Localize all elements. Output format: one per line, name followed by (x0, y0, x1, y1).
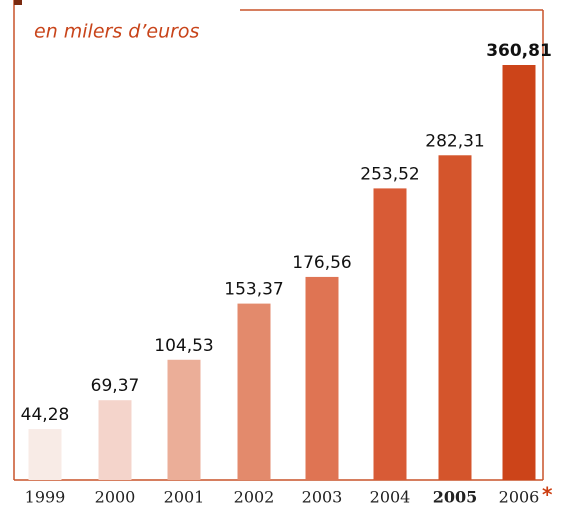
x-tick-label: 1999 (25, 488, 66, 507)
frame-corner (14, 0, 22, 5)
bar (502, 65, 536, 480)
value-label: 282,31 (425, 131, 484, 151)
x-tick-label: 2003 (302, 488, 343, 507)
x-tick-label: 2002 (234, 488, 275, 507)
value-label: 253,52 (360, 164, 419, 184)
value-label: 69,37 (91, 376, 140, 396)
bar (28, 429, 62, 480)
x-tick-label: 2006 (499, 488, 540, 507)
bar (98, 400, 132, 480)
bar (237, 303, 271, 480)
x-tick-label: 2000 (95, 488, 136, 507)
value-label: 44,28 (21, 405, 70, 425)
bar (373, 188, 407, 480)
footnote-marker: * (542, 483, 553, 507)
value-label: 104,53 (154, 336, 213, 356)
x-tick-label: 2005 (433, 488, 478, 507)
value-label: 153,37 (224, 280, 283, 300)
bar (438, 155, 472, 480)
x-tick-label: 2001 (164, 488, 205, 507)
bar (167, 359, 201, 480)
chart-subtitle: en milers d’euros (34, 21, 200, 43)
value-label: 176,56 (292, 253, 351, 273)
value-label: 360,81 (486, 41, 552, 61)
bar (305, 276, 339, 480)
x-tick-label: 2004 (370, 488, 411, 507)
